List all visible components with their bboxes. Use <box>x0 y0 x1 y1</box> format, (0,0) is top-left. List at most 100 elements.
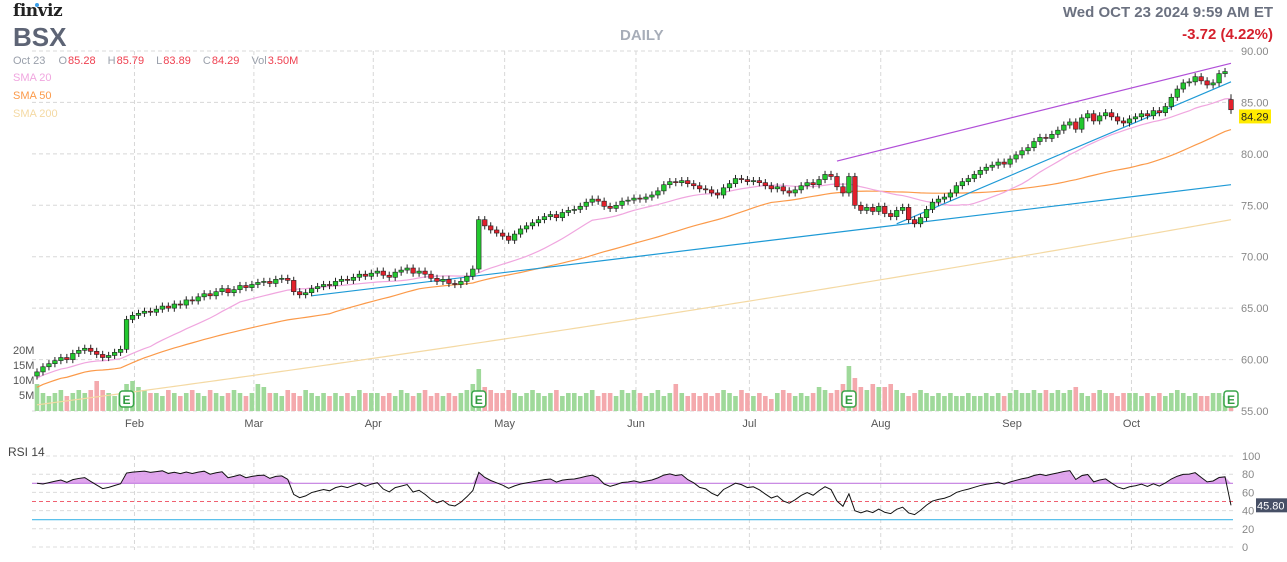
candle-body-up <box>34 371 40 377</box>
candle-body-down <box>685 180 691 184</box>
candle-body-up <box>894 210 900 217</box>
candle-body-up <box>404 267 410 271</box>
volume-bar <box>858 387 864 411</box>
candle <box>1013 151 1019 163</box>
candle-body-down <box>906 207 912 220</box>
candle <box>147 307 154 316</box>
volume-bar <box>303 390 308 411</box>
candle-body-down <box>709 189 715 194</box>
price-tick-label: 55.00 <box>1241 406 1269 418</box>
volume-bar <box>786 393 792 411</box>
volume-bar <box>918 390 923 411</box>
candle-body-down <box>165 305 171 309</box>
candle <box>1162 102 1168 117</box>
candle <box>995 158 1001 169</box>
candle-body-down <box>1144 113 1151 117</box>
volume-bar <box>721 390 726 411</box>
candle-body-up <box>470 268 476 277</box>
candle-body-up <box>804 182 810 187</box>
legend-sma200: SMA 200 <box>13 108 58 120</box>
candle <box>541 213 548 224</box>
candle-body-up <box>965 178 971 182</box>
candle <box>452 279 458 289</box>
volume-bar <box>894 390 899 411</box>
volume-bar <box>566 393 571 411</box>
volume-bar <box>500 393 505 411</box>
volume-bar <box>1145 393 1150 411</box>
candle-body-down <box>1073 121 1079 130</box>
candle-body-down <box>870 207 876 212</box>
month-label: Jun <box>627 418 645 430</box>
candle <box>577 202 583 213</box>
candle <box>780 183 786 195</box>
candle-body-down <box>207 293 213 297</box>
candle-body-down <box>744 179 751 182</box>
volume-bar <box>249 393 255 411</box>
candle-body-up <box>1192 76 1198 83</box>
candle-body-up <box>589 198 595 203</box>
candle-body-up <box>995 161 1001 166</box>
candle-body-down <box>1156 110 1162 114</box>
rsi-tick-label: 60 <box>1242 487 1254 499</box>
volume-bar <box>1019 393 1025 411</box>
candle-body-down <box>607 206 613 209</box>
volume-bar <box>548 393 553 411</box>
candle <box>894 206 900 221</box>
candle <box>58 353 64 365</box>
volume-bar <box>667 393 673 411</box>
volume-bar <box>363 393 368 411</box>
volume-bar <box>1151 396 1156 411</box>
price-tick-label: 65.00 <box>1241 303 1269 315</box>
candle <box>494 226 500 237</box>
candle-body-up <box>1067 121 1073 126</box>
candle-body-up <box>112 352 118 356</box>
candle-body-up <box>1186 81 1192 84</box>
volume-bar <box>339 396 344 411</box>
candle-body-up <box>46 363 52 368</box>
candle-body-up <box>1150 110 1156 117</box>
volume-bar <box>655 390 661 411</box>
candle-body-up <box>798 185 804 191</box>
candle <box>297 288 303 299</box>
volume-bar <box>1133 393 1138 411</box>
price-tick-label: 70.00 <box>1241 252 1269 264</box>
volume-bar <box>518 396 523 411</box>
volume-bar <box>100 390 105 411</box>
volume-bar <box>1049 393 1055 411</box>
candle <box>34 368 40 380</box>
candle-body-up <box>153 308 160 313</box>
candle-body-down <box>1198 76 1204 82</box>
candle <box>1061 121 1067 134</box>
volume-bar <box>380 396 386 411</box>
candle-body-up <box>565 210 571 213</box>
volume-bar <box>476 369 482 411</box>
candle-body-down <box>911 219 918 225</box>
volume-bar <box>798 393 804 411</box>
volume-bar <box>434 393 440 411</box>
candle <box>64 353 70 364</box>
candle <box>750 177 756 186</box>
candle <box>207 290 213 300</box>
candle-body-up <box>171 303 177 309</box>
candle-body-up <box>643 196 649 200</box>
candle <box>219 285 225 296</box>
candle-body-up <box>732 178 739 184</box>
candle-body-down <box>297 291 303 296</box>
candle-body-down <box>243 285 249 288</box>
volume-bar <box>183 393 189 411</box>
candle-body-up <box>1085 113 1091 119</box>
low-key: L <box>156 55 163 67</box>
candle-body-up <box>82 347 88 351</box>
candle <box>1138 110 1145 121</box>
candle <box>1103 109 1109 120</box>
candle-body-down <box>177 303 183 306</box>
volume-bar <box>291 393 297 411</box>
volume-bar <box>154 393 159 411</box>
candle <box>798 182 804 194</box>
volume-bar <box>279 396 285 411</box>
finviz-logo[interactable]: finviz <box>13 1 63 21</box>
volume-bar <box>715 393 720 411</box>
volume-bar <box>882 387 888 411</box>
candle-body-up <box>679 180 685 183</box>
